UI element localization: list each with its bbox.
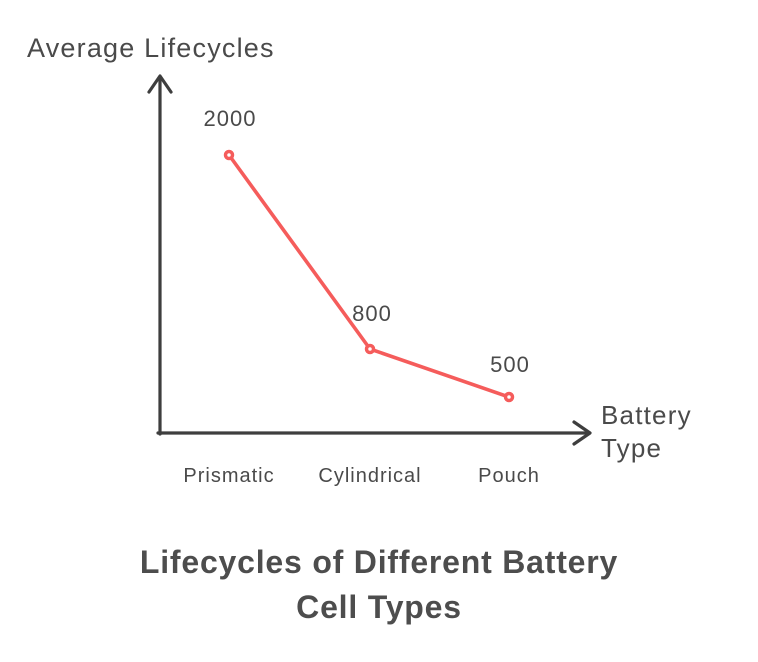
- x-axis-arrowhead-icon: [572, 420, 592, 446]
- y-axis-title: Average Lifecycles: [27, 33, 275, 63]
- tick-label-prismatic: Prismatic: [183, 465, 275, 487]
- y-axis-arrowhead-icon: [147, 74, 173, 94]
- chart-title-line-2: Cell Types: [296, 589, 462, 626]
- data-point-marker-pouch: [503, 391, 515, 403]
- data-label-cylindrical: 800: [352, 301, 392, 326]
- x-axis: [156, 420, 592, 446]
- x-axis-title: Battery Type: [601, 400, 692, 464]
- data-point-marker-cylindrical: [364, 343, 376, 355]
- y-axis: [147, 74, 173, 436]
- data-label-prismatic: 2000: [203, 106, 257, 131]
- series-line: [227, 153, 511, 399]
- tick-label-pouch: Pouch: [478, 465, 540, 487]
- chart-title: Lifecycles of Different Battery Cell Typ…: [0, 540, 758, 631]
- chart-title-line-1: Lifecycles of Different Battery: [139, 544, 619, 580]
- tick-label-cylindrical: Cylindrical: [318, 465, 422, 487]
- data-point-markers: [223, 149, 515, 403]
- data-point-marker-prismatic: [223, 149, 235, 161]
- data-label-pouch: 500: [490, 352, 530, 377]
